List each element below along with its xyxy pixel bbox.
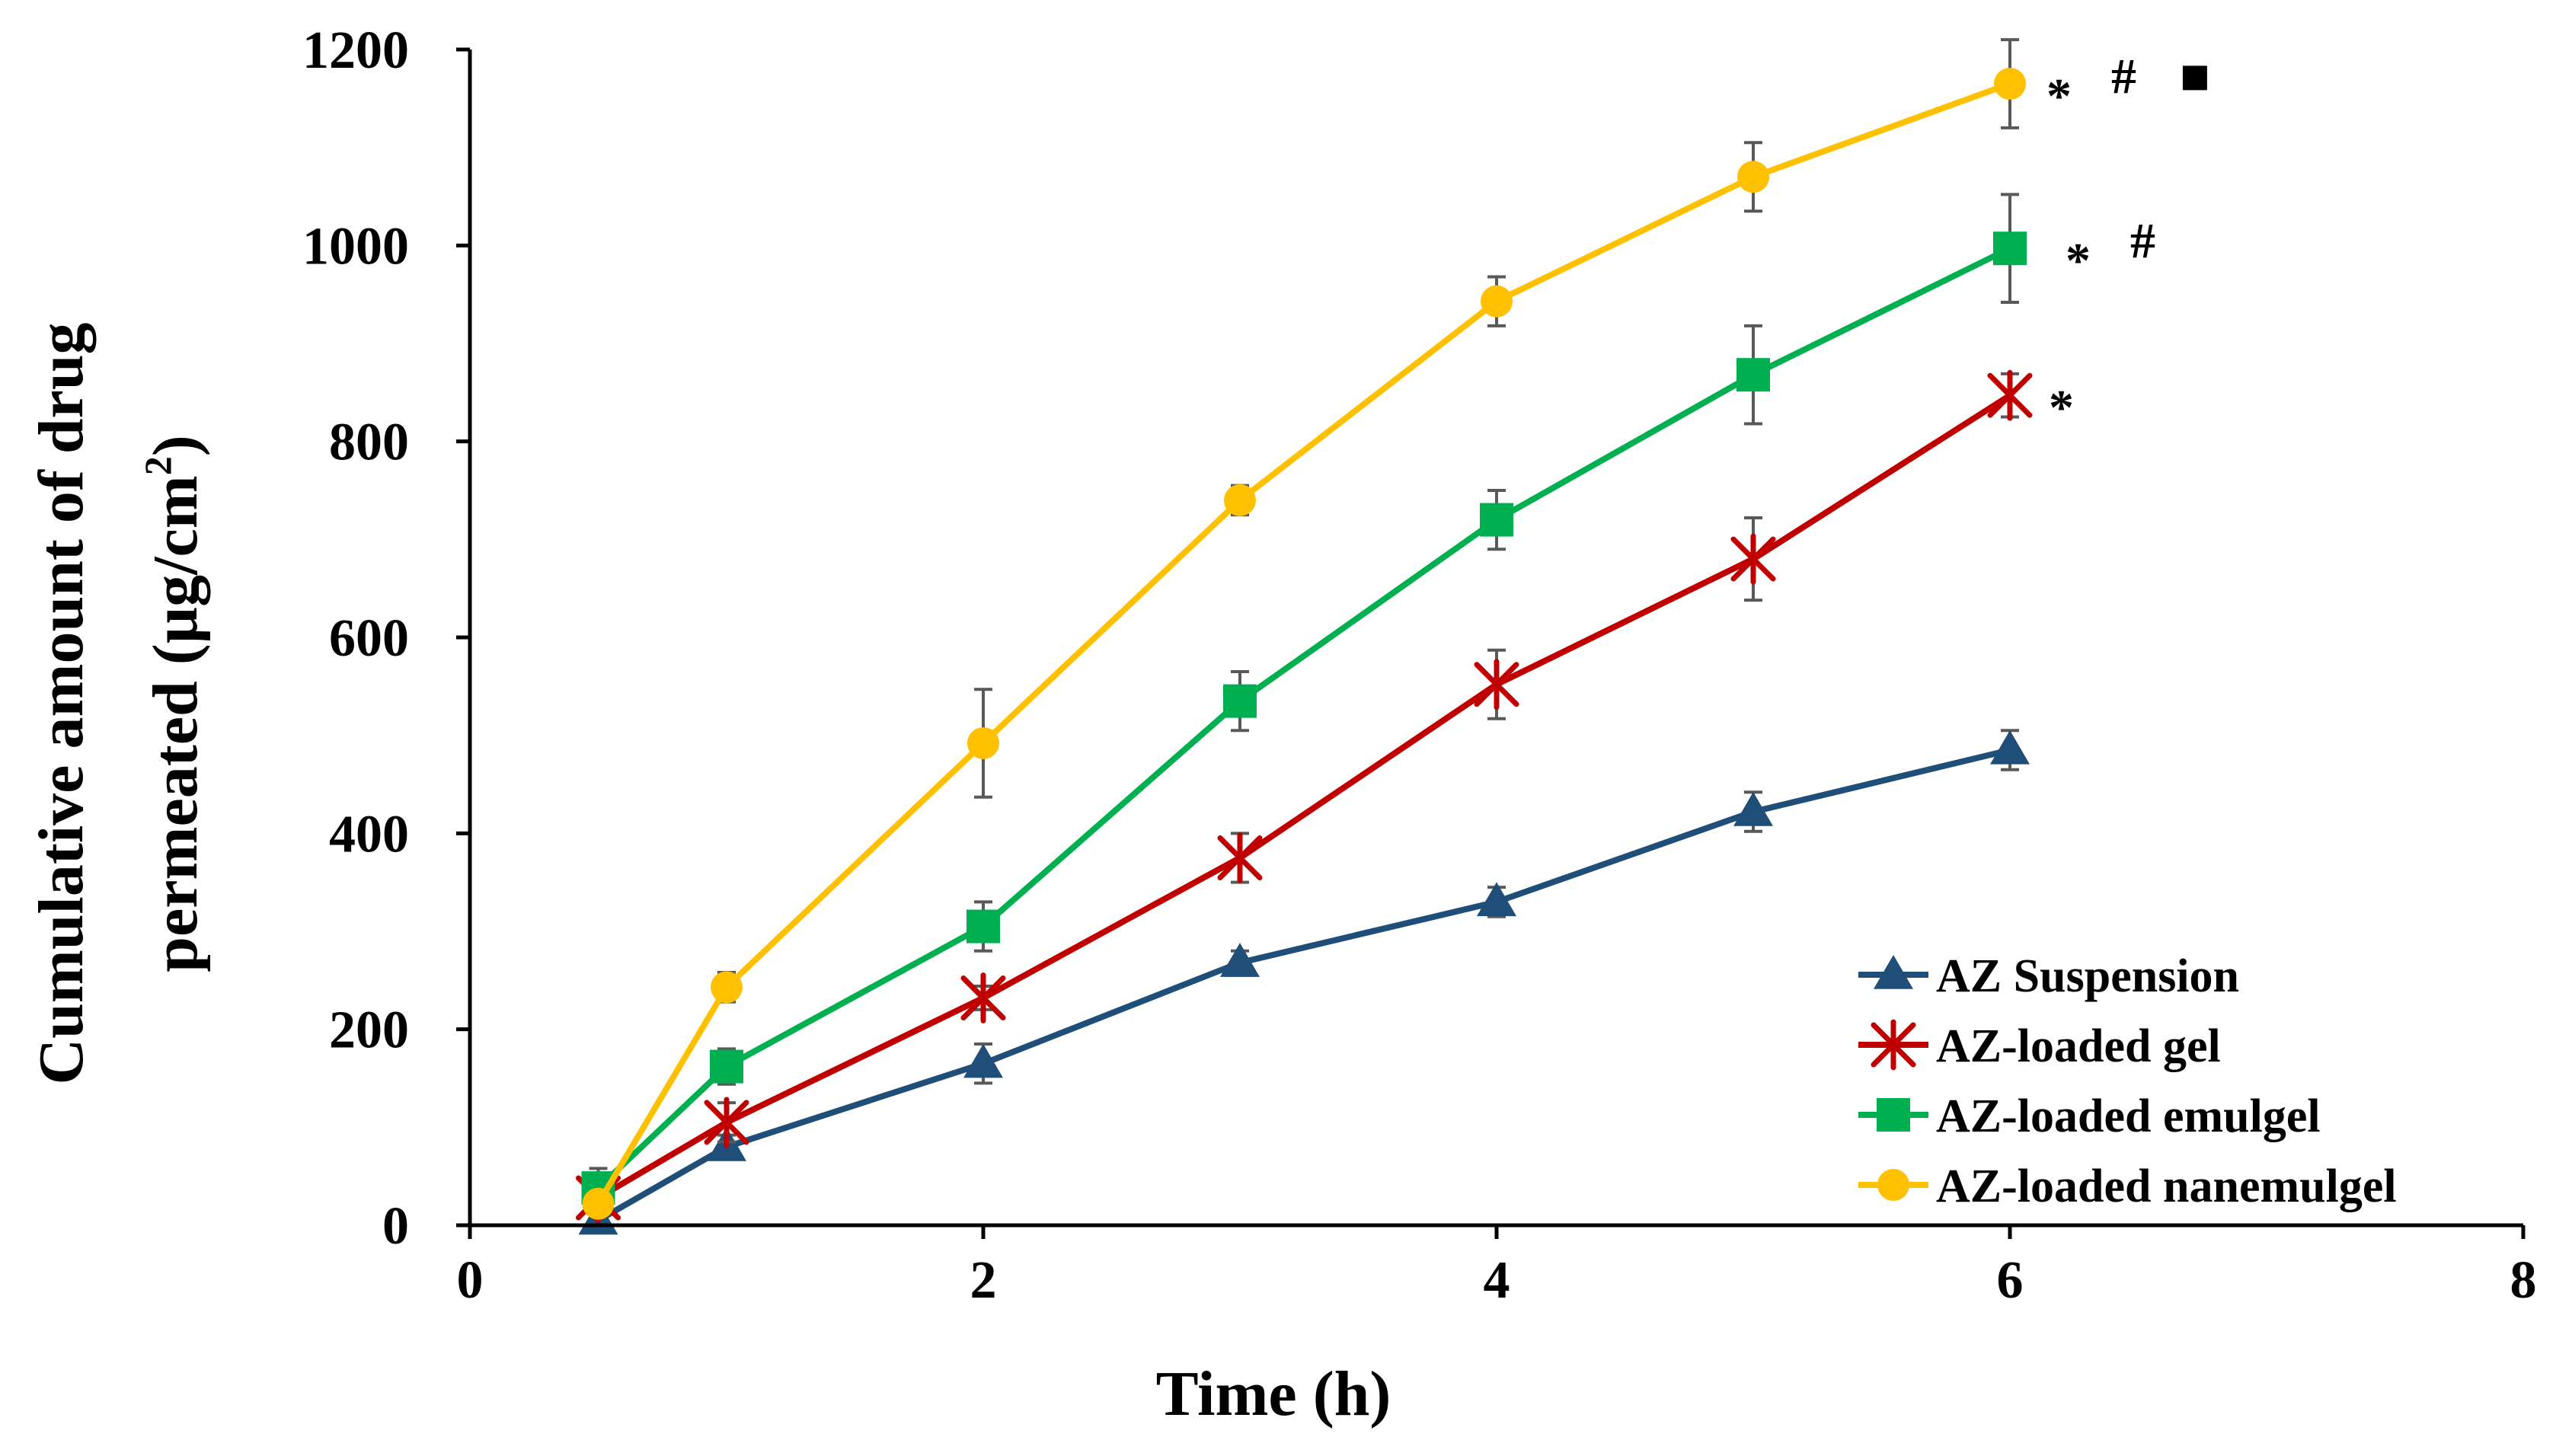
- error-bars-az-loaded-gel: [589, 372, 2019, 1208]
- data-point-az-loaded-nanemulgel-6: [1994, 68, 2026, 101]
- legend-item-az-loaded-gel: AZ-loaded gel: [1858, 1019, 2221, 1072]
- data-point-az-loaded-gel-1: [704, 1097, 749, 1148]
- y-axis-title-line1: Cumulative amount of drug: [26, 322, 97, 1084]
- annotations-layer: * * # * # ■: [2046, 49, 2210, 436]
- data-point-az-loaded-emulgel-6: [1993, 231, 2027, 266]
- series-line-az-loaded-nanemulgel: [596, 81, 2011, 1205]
- plot-area: [576, 38, 2033, 1235]
- data-point-az-loaded-nanemulgel-2: [967, 726, 999, 759]
- significance-mark-2: #: [2130, 213, 2155, 269]
- legend-item-az-loaded-nanemulgel: AZ-loaded nanemulgel: [1858, 1161, 2397, 1212]
- legend-swatch-marker: [1871, 1019, 1916, 1071]
- legend: AZ Suspension AZ-loaded gel AZ-loaded emul…: [1858, 950, 2397, 1212]
- significance-mark-5: ■: [2180, 49, 2210, 104]
- y-axis-title-superscript: 2: [136, 456, 179, 475]
- y-ticks: 0 200 400 600 800 1000 1200: [302, 21, 470, 1256]
- y-tick-label-3: 600: [329, 609, 409, 668]
- legend-swatch-marker: [1877, 1098, 1910, 1132]
- x-tick-label-1: 2: [970, 1251, 997, 1310]
- legend-label: AZ Suspension: [1936, 950, 2239, 1002]
- data-point-az-loaded-gel-5: [1730, 533, 1776, 585]
- data-point-az-loaded-nanemulgel-3: [1224, 484, 1256, 516]
- series-az-loaded-nanemulgel: [582, 38, 2026, 1220]
- y-axis-title-line2-suffix: ): [140, 435, 211, 456]
- legend-label: AZ-loaded emulgel: [1936, 1090, 2321, 1142]
- y-tick-label-6: 1200: [302, 21, 409, 80]
- data-point-az-loaded-emulgel-1: [710, 1049, 743, 1084]
- data-point-az-loaded-emulgel-5: [1736, 358, 1770, 392]
- data-point-az-loaded-nanemulgel-5: [1737, 161, 1769, 193]
- x-tick-label-3: 6: [1997, 1251, 2024, 1310]
- y-axis-title-line2: permeated (µg/cm2): [136, 435, 211, 972]
- legend-item-az-suspension: AZ Suspension: [1858, 950, 2239, 1002]
- x-tick-label-0: 0: [457, 1251, 484, 1310]
- y-tick-label-5: 1000: [302, 217, 409, 276]
- significance-mark-0: *: [2049, 380, 2074, 436]
- error-bars-az-suspension: [589, 729, 2019, 1227]
- data-point-az-loaded-gel-2: [960, 972, 1006, 1023]
- y-axis-title-line2-prefix: permeated (µg/cm: [140, 475, 211, 972]
- axes-layer: 0 2 4 6 8 0 200 400 600 800 1000 1200: [302, 21, 2537, 1310]
- series-line-az-loaded-emulgel: [596, 245, 2011, 1191]
- significance-mark-3: *: [2046, 69, 2072, 124]
- data-point-az-loaded-emulgel-4: [1480, 503, 1513, 537]
- data-point-az-loaded-gel-4: [1474, 659, 1519, 710]
- series-az-suspension: [578, 729, 2030, 1235]
- x-ticks: 0 2 4 6 8: [457, 1225, 2537, 1310]
- y-axis-title: Cumulative amount of drug permeated (µg/…: [26, 322, 211, 1084]
- y-tick-label-2: 400: [329, 805, 409, 864]
- data-point-az-loaded-emulgel-2: [966, 909, 1000, 944]
- data-point-az-loaded-gel-6: [1987, 369, 2033, 421]
- data-point-az-loaded-nanemulgel-4: [1481, 285, 1513, 318]
- data-point-az-loaded-nanemulgel-1: [711, 971, 743, 1004]
- x-tick-label-2: 4: [1484, 1251, 1510, 1310]
- series-line-az-suspension: [596, 747, 2011, 1224]
- data-point-az-loaded-emulgel-3: [1223, 684, 1257, 718]
- data-point-az-suspension-6: [1990, 730, 2030, 765]
- error-bars-az-loaded-nanemulgel: [589, 38, 2019, 1215]
- legend-item-az-loaded-emulgel: AZ-loaded emulgel: [1858, 1090, 2321, 1142]
- legend-label: AZ-loaded gel: [1936, 1020, 2221, 1072]
- legend-swatch-marker: [1877, 1169, 1909, 1201]
- y-tick-label-0: 0: [382, 1197, 409, 1256]
- data-point-az-loaded-gel-3: [1217, 832, 1263, 883]
- data-point-az-loaded-nanemulgel-0: [582, 1187, 615, 1220]
- data-point-az-suspension-3: [1220, 943, 1260, 977]
- x-tick-label-4: 8: [2510, 1251, 2537, 1310]
- y-tick-label-1: 200: [329, 1001, 409, 1060]
- data-point-az-suspension-5: [1733, 792, 1773, 826]
- significance-mark-1: *: [2066, 233, 2091, 289]
- series-layer: [576, 38, 2033, 1235]
- legend-label: AZ-loaded nanemulgel: [1936, 1161, 2397, 1212]
- significance-mark-4: #: [2111, 49, 2136, 104]
- data-point-az-suspension-4: [1477, 882, 1516, 917]
- data-point-az-suspension-2: [963, 1043, 1003, 1078]
- series-line-az-loaded-gel: [596, 392, 2012, 1201]
- legend-swatch-marker: [1874, 955, 1913, 989]
- series-az-loaded-emulgel: [581, 193, 2027, 1209]
- y-tick-label-4: 800: [329, 413, 409, 472]
- x-axis-title: Time (h): [1156, 1359, 1391, 1429]
